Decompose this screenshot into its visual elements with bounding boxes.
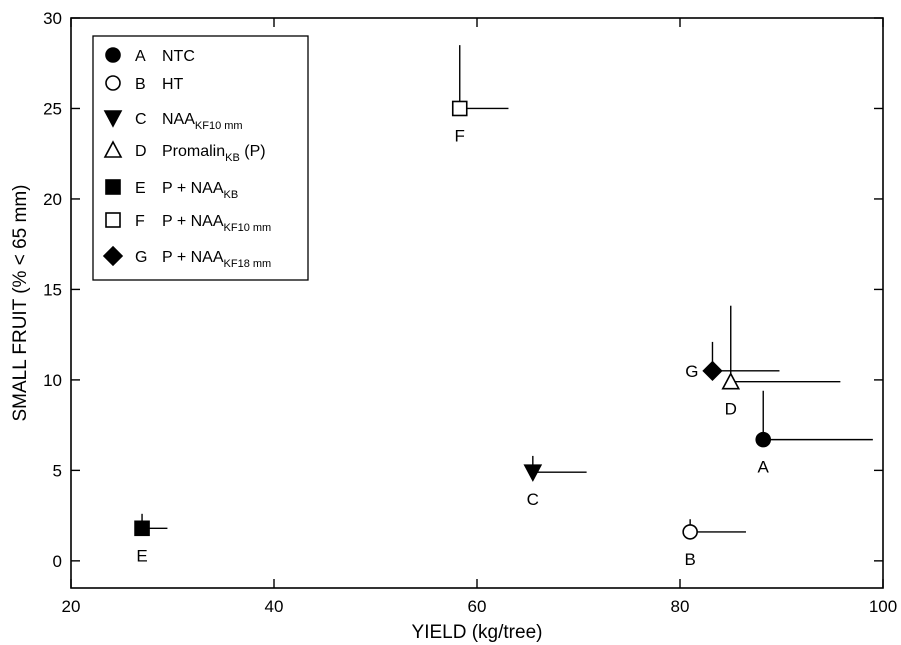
legend-letter-e: E <box>135 180 146 197</box>
legend-letter-a: A <box>135 48 146 65</box>
legend-marker-e <box>105 179 121 195</box>
y-tick-label: 10 <box>43 371 62 390</box>
x-tick-label: 100 <box>869 597 897 616</box>
point-label-a: A <box>758 458 770 477</box>
point-e <box>134 520 150 537</box>
legend-box <box>92 35 309 281</box>
legend-label-g: P + NAAKF18 mm <box>162 249 271 270</box>
legend-label-d: PromalinKB (P) <box>162 143 266 164</box>
x-axis-title: YIELD (kg/tree) <box>412 622 543 643</box>
legend-label-f: P + NAAKF10 mm <box>162 213 271 234</box>
point-label-c: C <box>527 490 539 509</box>
x-tick-label: 20 <box>62 597 81 616</box>
point-label-g: G <box>685 362 698 381</box>
legend-marker-g <box>102 245 124 267</box>
point-d <box>721 372 741 390</box>
legend-marker-f <box>105 212 121 228</box>
legend-letter-f: F <box>135 213 145 230</box>
point-f <box>451 100 468 117</box>
legend-letter-b: B <box>135 76 146 93</box>
point-g <box>702 360 723 381</box>
point-label-b: B <box>684 550 695 569</box>
legend-letter-c: C <box>135 111 147 128</box>
y-tick-label: 5 <box>53 461 62 480</box>
y-tick-label: 30 <box>43 9 62 28</box>
legend-marker-d <box>103 140 123 158</box>
y-tick-label: 20 <box>43 190 62 209</box>
legend-marker-a <box>105 47 121 63</box>
y-axis-title: SMALL FRUIT (% < 65 mm) <box>10 184 31 421</box>
x-tick-label: 80 <box>671 597 690 616</box>
point-label-f: F <box>455 126 465 145</box>
legend-letter-d: D <box>135 143 147 160</box>
point-c <box>523 464 543 482</box>
y-tick-label: 0 <box>53 552 62 571</box>
axis-ticks: 20 40 60 80 100 0 5 10 15 20 25 30 <box>43 9 897 616</box>
legend-label-c: NAAKF10 mm <box>162 111 243 132</box>
point-b <box>682 524 698 540</box>
legend-marker-c <box>103 110 123 128</box>
point-label-e: E <box>136 546 147 565</box>
legend-label-a: NTC <box>162 48 195 65</box>
y-tick-label: 15 <box>43 280 62 299</box>
legend-letter-g: G <box>135 249 147 266</box>
y-tick-label: 25 <box>43 99 62 118</box>
legend-marker-b <box>105 75 121 91</box>
x-tick-label: 40 <box>265 597 284 616</box>
x-tick-label: 60 <box>468 597 487 616</box>
point-a <box>755 431 772 448</box>
legend-label-e: P + NAAKB <box>162 180 238 201</box>
legend: A NTC B HT C NAAKF10 mm D PromalinKB (P) E P + NA… <box>92 35 309 281</box>
legend-label-b: HT <box>162 76 184 93</box>
point-label-d: D <box>725 400 737 419</box>
